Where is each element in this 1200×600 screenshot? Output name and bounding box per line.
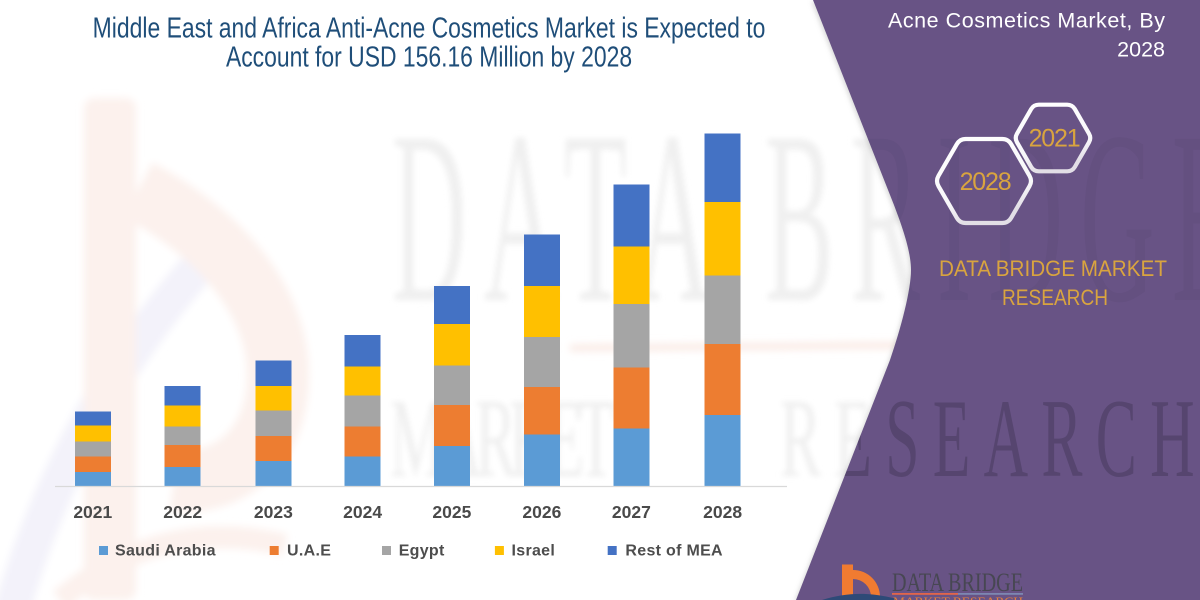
svg-text:2025: 2025 — [432, 502, 471, 522]
svg-text:2023: 2023 — [254, 502, 293, 522]
svg-text:2027: 2027 — [612, 502, 651, 522]
svg-text:DATA BRIDGE MARKET: DATA BRIDGE MARKET — [939, 256, 1167, 281]
svg-text:2022: 2022 — [163, 502, 202, 522]
svg-text:Rest of MEA: Rest of MEA — [625, 543, 723, 560]
svg-text:2026: 2026 — [522, 502, 561, 522]
svg-text:RESEARCH: RESEARCH — [1002, 285, 1108, 310]
svg-text:Acne Cosmetics Market, By: Acne Cosmetics Market, By — [888, 9, 1165, 33]
svg-text:2021: 2021 — [1029, 125, 1080, 153]
svg-text:Egypt: Egypt — [399, 543, 445, 560]
svg-text:Middle East and Africa Anti-Ac: Middle East and Africa Anti-Acne Cosmeti… — [93, 11, 766, 44]
svg-text:2028: 2028 — [703, 502, 742, 522]
svg-text:Account for USD 156.16 Million: Account for USD 156.16 Million by 2028 — [226, 40, 632, 73]
svg-text:2028: 2028 — [1117, 38, 1165, 62]
svg-text:2028: 2028 — [960, 168, 1011, 196]
svg-text:Israel: Israel — [512, 543, 556, 560]
svg-text:Saudi Arabia: Saudi Arabia — [115, 543, 216, 560]
svg-text:U.A.E: U.A.E — [287, 543, 331, 560]
svg-text:2021: 2021 — [73, 502, 112, 522]
svg-text:DATA BRIDGE: DATA BRIDGE — [892, 568, 1023, 597]
svg-text:MARKET: MARKET — [390, 376, 615, 501]
svg-text:2024: 2024 — [343, 502, 382, 522]
svg-text:MARKET RESEARCH: MARKET RESEARCH — [893, 596, 1023, 600]
